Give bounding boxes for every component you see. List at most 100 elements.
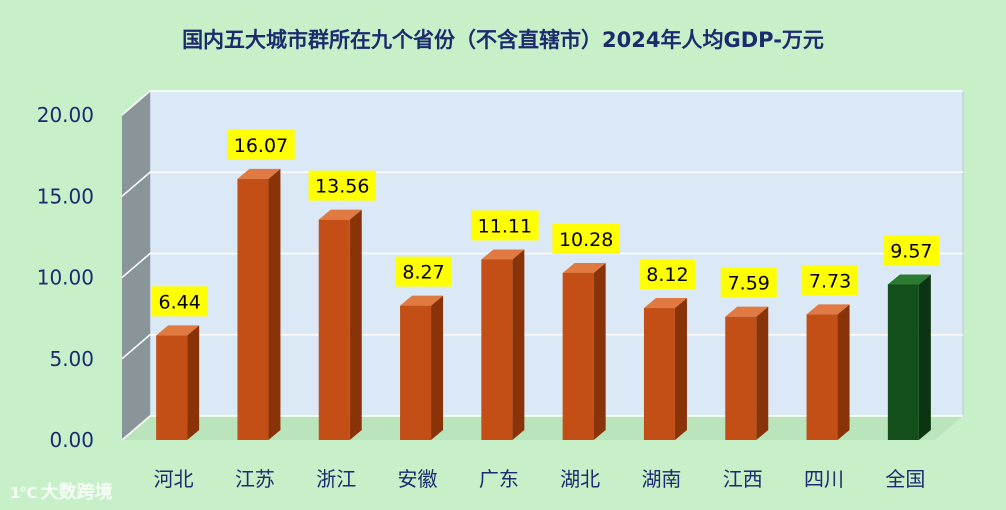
bar-front (725, 316, 757, 440)
gridline (121, 334, 963, 360)
data-label-bg (308, 170, 376, 201)
bar (400, 295, 444, 440)
bar-side (593, 262, 606, 440)
bar-top (643, 298, 687, 309)
category-label: 江西 (723, 467, 763, 491)
bar-side (837, 304, 850, 440)
bar (481, 249, 525, 440)
bar-top (318, 209, 362, 220)
bar-top (156, 325, 200, 336)
bar-top (481, 249, 525, 260)
x-axis-labels: 河北 江苏 浙江 安徽 广东 湖北 湖南 江西 四川 全国 (154, 467, 926, 491)
data-label-bg (552, 223, 620, 254)
data-label-text: 7.59 (728, 273, 770, 295)
category-label: 湖南 (641, 467, 681, 491)
bar-side (268, 168, 281, 441)
data-label-text: 13.56 (315, 176, 369, 198)
bar-front (562, 272, 594, 440)
bar-front (400, 305, 432, 440)
bar-front (318, 219, 350, 440)
bar-top (725, 306, 769, 317)
bar-top (562, 262, 606, 273)
data-label: 16.07 (227, 129, 295, 160)
category-label: 安徽 (398, 467, 438, 491)
bar-top (806, 304, 850, 315)
gridline (121, 252, 963, 279)
bar-side (674, 298, 687, 440)
data-label: 7.59 (720, 267, 777, 298)
data-label-bg (151, 286, 208, 317)
bar-front (237, 178, 269, 441)
watermark-text: 大数跨境 (40, 482, 113, 503)
gridlines (121, 90, 963, 441)
bar-top (237, 168, 281, 179)
bar-front (643, 308, 675, 440)
y-tick-label: 20.00 (37, 103, 94, 127)
category-label: 四川 (804, 467, 844, 491)
bar (806, 304, 850, 440)
data-label: 9.57 (883, 235, 940, 266)
bar (318, 209, 362, 440)
data-label-text: 16.07 (234, 135, 288, 157)
data-label-text: 6.44 (158, 291, 200, 313)
bar (887, 274, 931, 440)
bar (725, 306, 769, 440)
watermark-logo: 1℃ (10, 484, 38, 502)
data-label-bg (395, 256, 452, 287)
y-tick-label: 10.00 (37, 266, 94, 290)
data-label-bg (720, 267, 777, 298)
data-label: 11.11 (471, 210, 539, 241)
y-tick-label: 15.00 (37, 184, 94, 208)
bar-front (806, 314, 838, 440)
category-label: 浙江 (316, 467, 356, 491)
bar (156, 325, 200, 440)
data-label-text: 11.11 (478, 215, 532, 237)
bar-side (349, 209, 362, 440)
data-label-text: 8.12 (646, 264, 688, 286)
gridline (121, 90, 963, 116)
data-label-bg (471, 210, 539, 241)
data-label-text: 9.57 (890, 240, 932, 262)
data-label: 8.12 (639, 259, 696, 290)
chart-title: 国内五大城市群所在九个省份（不含直辖市）2024年人均GDP-万元 (182, 28, 824, 52)
data-label-text: 7.73 (809, 270, 851, 292)
bar-side (756, 306, 769, 440)
data-label-bg (802, 265, 859, 296)
gridline (121, 415, 963, 441)
bar-front (156, 335, 188, 440)
data-label-bg (883, 235, 940, 266)
bar-front (887, 284, 919, 440)
y-axis-ticks: 0.00 5.00 10.00 15.00 20.00 (37, 103, 94, 452)
data-label-text: 8.27 (402, 262, 444, 284)
y-tick-label: 5.00 (49, 347, 94, 371)
bar (643, 298, 687, 440)
category-label: 广东 (479, 467, 519, 491)
category-label: 全国 (885, 467, 925, 491)
y-tick-label: 0.00 (49, 428, 94, 452)
category-label: 湖北 (560, 467, 600, 491)
bar-side (187, 325, 200, 440)
bar-front (481, 259, 513, 440)
data-label-bg (639, 259, 696, 290)
category-label: 江苏 (235, 467, 275, 491)
data-label: 8.27 (395, 256, 452, 287)
data-label: 6.44 (151, 286, 208, 317)
bar-side (512, 249, 525, 440)
data-label-bg (227, 129, 295, 160)
data-labels: 6.44 16.07 13.56 8.27 11.11 10.28 8.12 7.59 7.73… (151, 129, 940, 317)
bar-top (887, 274, 931, 285)
bar (562, 262, 606, 440)
category-label: 河北 (154, 467, 194, 491)
data-label: 7.73 (802, 265, 859, 296)
gridline (121, 171, 963, 197)
bar (237, 168, 281, 441)
data-label: 10.28 (552, 223, 620, 254)
bar-side (918, 274, 931, 440)
bar-top (400, 295, 444, 306)
bars (156, 168, 931, 441)
bar-side (431, 295, 444, 440)
watermark: 1℃ 大数跨境 (10, 478, 113, 504)
data-label-text: 10.28 (559, 229, 613, 251)
data-label: 13.56 (308, 170, 376, 201)
